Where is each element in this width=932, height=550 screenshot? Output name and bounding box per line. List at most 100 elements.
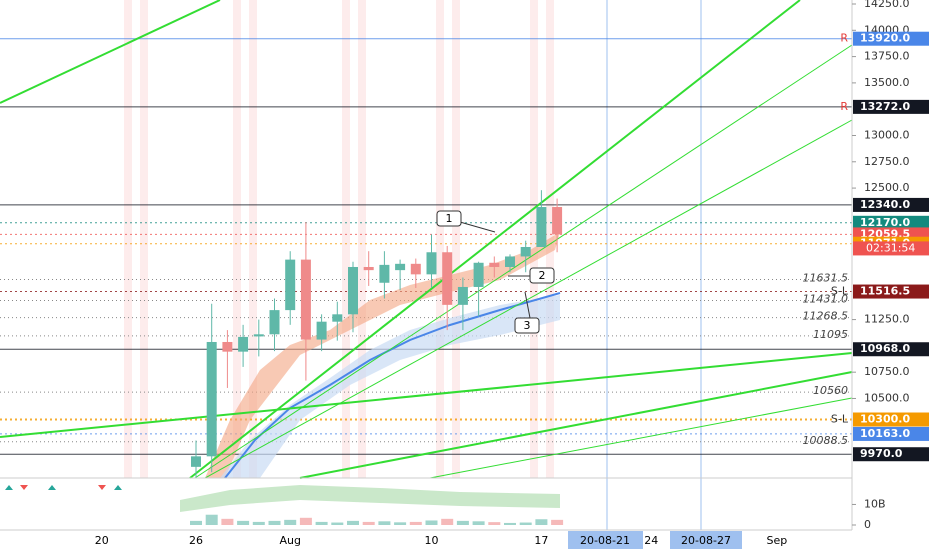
candle-body xyxy=(536,207,547,247)
volume-bar xyxy=(472,521,485,525)
y-tick-label: 13750.0 xyxy=(864,50,910,63)
level-label: 11631.5 xyxy=(803,271,849,284)
level-label: 10088.5 xyxy=(803,434,849,447)
sessions xyxy=(124,0,554,478)
volume-bar xyxy=(441,518,454,525)
candle-body xyxy=(238,336,249,352)
candle-body xyxy=(442,252,453,305)
x-tick-label: 26 xyxy=(189,534,203,547)
level-label: 10560 xyxy=(813,384,848,397)
price-tag-label: 10968.0 xyxy=(860,342,910,355)
x-tick-label: 17 xyxy=(534,534,548,547)
x-tick-label: 24 xyxy=(644,534,658,547)
price-tag xyxy=(853,197,929,212)
candle-body xyxy=(410,263,421,275)
x-tick-label: 10 xyxy=(425,534,439,547)
volume-tick-label: 10B xyxy=(864,497,886,510)
price-tag xyxy=(853,284,929,299)
volume-bar xyxy=(519,522,532,525)
candle-body xyxy=(552,207,563,235)
candle-body xyxy=(253,334,264,337)
trend-lines xyxy=(0,0,853,479)
price-tag xyxy=(853,412,929,427)
candle-body xyxy=(426,252,437,275)
y-tick-label: 10500.0 xyxy=(864,391,910,404)
annotation: 3 xyxy=(524,319,531,332)
signals xyxy=(5,485,122,490)
volume-bar xyxy=(331,522,344,525)
line-label: S-L xyxy=(831,413,849,426)
ma-bands xyxy=(205,232,561,479)
volume-bar xyxy=(190,520,202,525)
volume-bar xyxy=(252,521,265,525)
candle-body xyxy=(489,262,500,267)
volume-bar xyxy=(551,519,564,525)
volume-tick-label: 0 xyxy=(864,518,871,531)
price-tag-label: 10163.0 xyxy=(860,427,910,440)
volume-bar xyxy=(488,522,501,525)
candle-body xyxy=(316,321,327,340)
annotation: 2 xyxy=(539,269,546,282)
candle-body xyxy=(285,259,296,311)
y-tick-label: 12500.0 xyxy=(864,181,910,194)
candle-body xyxy=(206,341,217,457)
y-tick-label: 13500.0 xyxy=(864,76,910,89)
annotation: 1 xyxy=(446,212,453,225)
price-tag-label: 13920.0 xyxy=(860,32,910,45)
line-label: R xyxy=(840,100,848,113)
candle-body xyxy=(191,456,201,467)
candle-body xyxy=(363,266,374,271)
price-tag-label: 12170.0 xyxy=(860,216,910,229)
x-tick-label: Aug xyxy=(279,534,300,547)
x-tick-label: Sep xyxy=(767,534,788,547)
candle-body xyxy=(520,246,531,257)
price-tag xyxy=(853,342,929,357)
volume-band xyxy=(180,485,560,512)
volume-bar xyxy=(394,522,407,525)
price-tag-label: 9970.0 xyxy=(860,447,903,460)
y-tick-label: 11250.0 xyxy=(864,313,910,326)
volume-bar xyxy=(315,521,328,525)
volume-bar xyxy=(362,521,375,525)
level-label: 11095 xyxy=(813,328,848,341)
candle-body xyxy=(473,262,484,287)
date-marker-label: 20-08-21 xyxy=(580,534,630,547)
volume-bar xyxy=(378,521,391,525)
level-label: 11268.5 xyxy=(803,310,849,323)
level-label: 11431.0 xyxy=(803,293,849,306)
y-tick-label: 12750.0 xyxy=(864,155,910,168)
date-marker xyxy=(670,531,742,549)
volume-bar xyxy=(456,520,469,525)
volume-bar xyxy=(535,519,548,525)
volume-bar xyxy=(221,518,234,525)
date-marker xyxy=(568,531,643,549)
countdown-tag xyxy=(853,241,929,256)
countdown: 02:31:54 xyxy=(866,241,915,254)
y-tick-label: 13000.0 xyxy=(864,128,910,141)
volume-bar xyxy=(347,520,359,525)
line-label: R xyxy=(840,32,848,45)
volume-bar xyxy=(425,520,438,525)
candle-body xyxy=(505,256,515,267)
candle-body xyxy=(395,263,406,271)
candle-body xyxy=(269,310,280,335)
y-tick-label: 14250.0 xyxy=(864,0,910,10)
price-tag-label: 12340.0 xyxy=(860,198,910,211)
volume-bar xyxy=(299,517,312,525)
volume-bar xyxy=(268,520,281,525)
candle-body xyxy=(348,266,358,315)
volume-bar xyxy=(205,514,218,525)
price-tag xyxy=(853,426,929,441)
volume-bar xyxy=(237,520,250,525)
volume-bar xyxy=(284,519,297,525)
price-tag xyxy=(853,31,929,46)
volume-bar xyxy=(409,521,422,525)
volume-bar xyxy=(504,522,516,525)
candle-body xyxy=(332,314,343,322)
candle-body xyxy=(300,259,311,340)
y-tick-label: 10750.0 xyxy=(864,365,910,378)
price-tag xyxy=(853,447,929,462)
price-tag-label: 10300.0 xyxy=(860,413,910,426)
